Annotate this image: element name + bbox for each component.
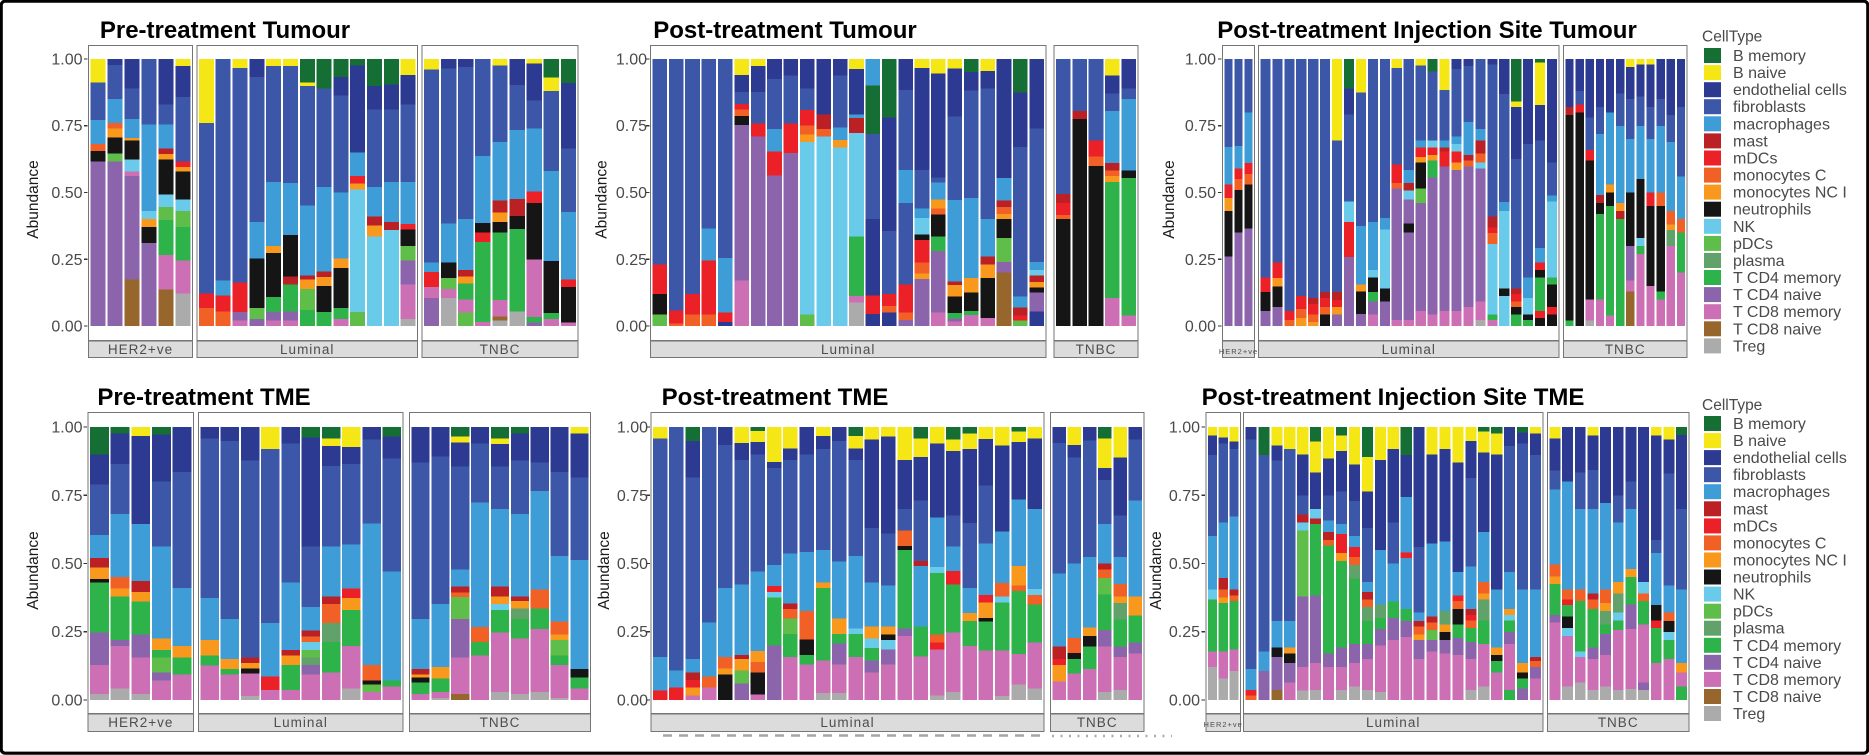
svg-text:Luminal: Luminal: [1382, 342, 1436, 357]
svg-text:Treg: Treg: [1733, 706, 1765, 723]
svg-text:CellType: CellType: [1702, 397, 1762, 414]
svg-text:Luminal: Luminal: [821, 342, 875, 357]
svg-text:Luminal: Luminal: [274, 715, 328, 730]
svg-text:0.50: 0.50: [1169, 556, 1200, 573]
svg-text:T CD8 memory: T CD8 memory: [1733, 304, 1841, 321]
svg-text:1.00: 1.00: [51, 420, 82, 437]
svg-text:TNBC: TNBC: [1598, 715, 1639, 730]
svg-text:TNBC: TNBC: [480, 715, 521, 730]
svg-text:T CD4 memory: T CD4 memory: [1733, 638, 1841, 655]
svg-text:NK: NK: [1733, 219, 1756, 236]
svg-text:T CD8 naive: T CD8 naive: [1733, 321, 1822, 338]
svg-text:macrophages: macrophages: [1733, 484, 1830, 501]
svg-text:monocytes NC I: monocytes NC I: [1733, 553, 1847, 570]
svg-text:pDCs: pDCs: [1733, 604, 1773, 621]
svg-text:Abundance: Abundance: [1161, 160, 1178, 238]
svg-text:plasma: plasma: [1733, 621, 1785, 638]
svg-text:1.00: 1.00: [617, 420, 648, 437]
svg-text:Abundance: Abundance: [25, 531, 42, 609]
svg-text:Luminal: Luminal: [820, 715, 874, 730]
svg-text:Treg: Treg: [1733, 338, 1765, 355]
svg-text:endothelial cells: endothelial cells: [1733, 450, 1847, 467]
svg-text:T CD4 naive: T CD4 naive: [1733, 655, 1822, 672]
svg-text:neutrophils: neutrophils: [1733, 202, 1811, 219]
svg-text:0.00: 0.00: [616, 319, 647, 336]
svg-text:plasma: plasma: [1733, 253, 1785, 270]
svg-text:HER2+ve: HER2+ve: [108, 715, 173, 730]
svg-text:T CD4 naive: T CD4 naive: [1733, 287, 1822, 304]
svg-text:mDCs: mDCs: [1733, 518, 1777, 535]
svg-text:0.75: 0.75: [51, 118, 82, 135]
svg-text:0.00: 0.00: [51, 319, 82, 336]
svg-text:0.00: 0.00: [51, 693, 82, 710]
svg-text:Post-treatment Injection Site: Post-treatment Injection Site Tumour: [1217, 17, 1637, 44]
svg-text:Post-treatment Injection Site: Post-treatment Injection Site TME: [1202, 384, 1585, 411]
svg-text:mast: mast: [1733, 133, 1768, 150]
svg-text:monocytes C: monocytes C: [1733, 168, 1826, 185]
svg-text:TNBC: TNBC: [1077, 715, 1118, 730]
svg-text:Luminal: Luminal: [280, 342, 334, 357]
svg-text:HER2+ve: HER2+ve: [1219, 347, 1258, 356]
svg-text:0.25: 0.25: [1185, 252, 1216, 269]
svg-text:0.25: 0.25: [1169, 624, 1200, 641]
svg-text:Pre-treatment Tumour: Pre-treatment Tumour: [100, 17, 350, 44]
svg-text:T CD8 naive: T CD8 naive: [1733, 689, 1822, 706]
svg-text:monocytes C: monocytes C: [1733, 535, 1826, 552]
svg-text:0.50: 0.50: [1185, 185, 1216, 202]
svg-text:pDCs: pDCs: [1733, 236, 1773, 253]
svg-text:mDCs: mDCs: [1733, 151, 1777, 168]
svg-text:Abundance: Abundance: [1148, 531, 1165, 609]
svg-text:B memory: B memory: [1733, 416, 1806, 433]
svg-text:mast: mast: [1733, 501, 1768, 518]
svg-text:0.00: 0.00: [1169, 693, 1200, 710]
svg-text:Pre-treatment TME: Pre-treatment TME: [97, 384, 310, 411]
svg-text:macrophages: macrophages: [1733, 116, 1830, 133]
svg-text:0.75: 0.75: [616, 118, 647, 135]
svg-text:0.75: 0.75: [1169, 488, 1200, 505]
svg-text:0.50: 0.50: [617, 556, 648, 573]
svg-text:TNBC: TNBC: [480, 342, 521, 357]
svg-text:HER2+ve: HER2+ve: [1204, 720, 1243, 729]
svg-text:neutrophils: neutrophils: [1733, 570, 1811, 587]
svg-text:0.50: 0.50: [616, 185, 647, 202]
svg-text:monocytes NC I: monocytes NC I: [1733, 185, 1847, 202]
svg-text:0.75: 0.75: [51, 488, 82, 505]
svg-text:Abundance: Abundance: [596, 531, 613, 609]
svg-text:B memory: B memory: [1733, 48, 1806, 65]
svg-text:NK: NK: [1733, 587, 1756, 604]
svg-text:fibroblasts: fibroblasts: [1733, 99, 1806, 116]
svg-text:0.00: 0.00: [1185, 319, 1216, 336]
svg-text:Post-treatment TME: Post-treatment TME: [662, 384, 889, 411]
svg-text:TNBC: TNBC: [1605, 342, 1646, 357]
svg-text:0.50: 0.50: [51, 556, 82, 573]
svg-text:Abundance: Abundance: [594, 160, 611, 238]
svg-text:T CD8 memory: T CD8 memory: [1733, 672, 1841, 689]
svg-text:0.75: 0.75: [617, 488, 648, 505]
svg-text:0.25: 0.25: [616, 252, 647, 269]
svg-text:B naive: B naive: [1733, 65, 1786, 82]
svg-text:0.25: 0.25: [617, 624, 648, 641]
svg-text:CellType: CellType: [1702, 29, 1762, 46]
svg-text:0.25: 0.25: [51, 252, 82, 269]
svg-text:T CD4 memory: T CD4 memory: [1733, 270, 1841, 287]
svg-text:0.50: 0.50: [51, 185, 82, 202]
svg-text:HER2+ve: HER2+ve: [108, 342, 173, 357]
svg-text:0.00: 0.00: [617, 693, 648, 710]
svg-text:1.00: 1.00: [1169, 420, 1200, 437]
svg-text:Luminal: Luminal: [1366, 715, 1420, 730]
svg-text:endothelial cells: endothelial cells: [1733, 82, 1847, 99]
svg-text:1.00: 1.00: [1185, 52, 1216, 69]
svg-text:Post-treatment Tumour: Post-treatment Tumour: [653, 17, 917, 44]
svg-text:B naive: B naive: [1733, 433, 1786, 450]
svg-text:1.00: 1.00: [616, 52, 647, 69]
svg-text:TNBC: TNBC: [1076, 342, 1117, 357]
svg-text:0.75: 0.75: [1185, 118, 1216, 135]
svg-text:1.00: 1.00: [51, 52, 82, 69]
svg-text:Abundance: Abundance: [25, 160, 42, 238]
svg-text:0.25: 0.25: [51, 624, 82, 641]
svg-text:fibroblasts: fibroblasts: [1733, 467, 1806, 484]
